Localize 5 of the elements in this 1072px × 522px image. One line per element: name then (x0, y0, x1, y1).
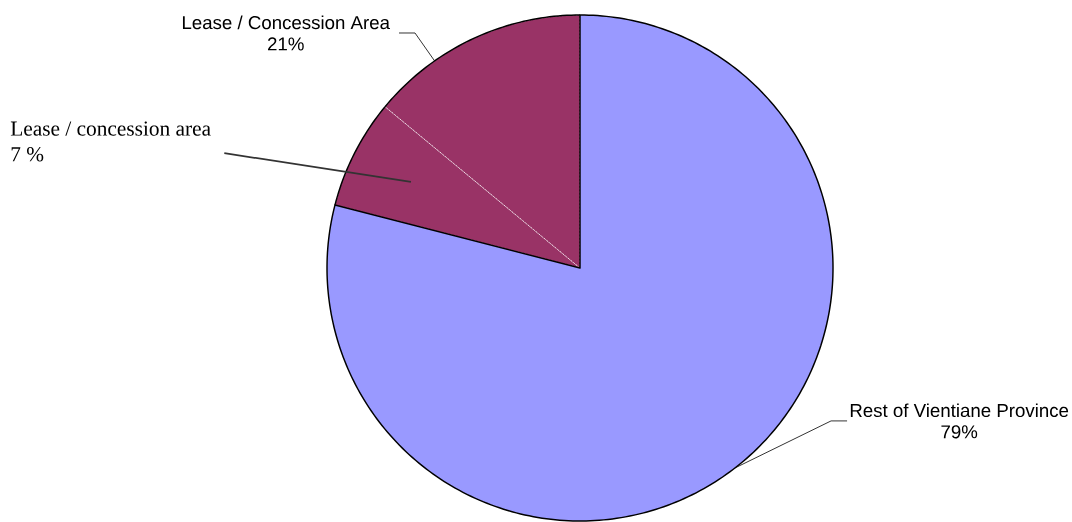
data-label: 79% (941, 425, 978, 439)
slice-label: Lease / concession area (10, 121, 211, 136)
text: Lease / Concession Area 21% (182, 15, 390, 51)
slice-label: Rest of Vientiane Province (850, 403, 1069, 418)
data-label: 7 % (11, 146, 44, 162)
